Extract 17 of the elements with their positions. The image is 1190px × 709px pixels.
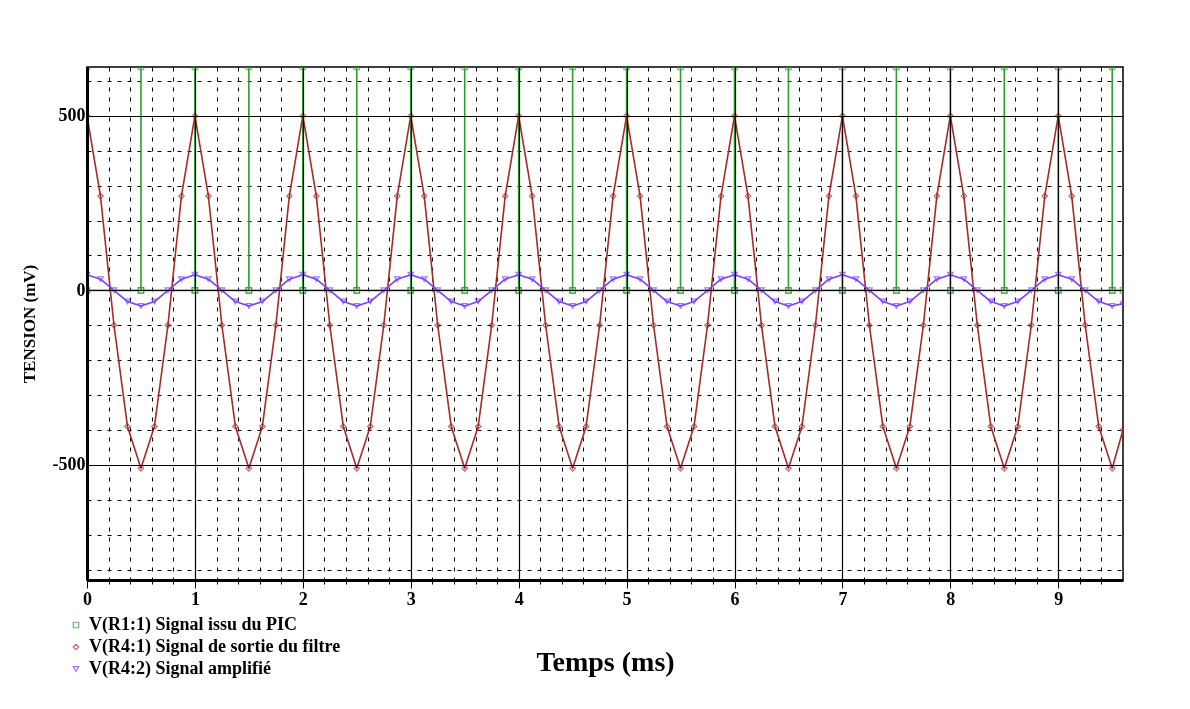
x-tick-label: 9 (1054, 588, 1064, 609)
y-tick-label: 0 (76, 279, 86, 300)
x-tick-label: 1 (190, 588, 200, 609)
x-tick-label: 8 (946, 588, 956, 609)
legend-label: V(R1:1) Signal issu du PIC (89, 614, 298, 635)
y-tick-label: 500 (58, 105, 86, 126)
legend-label: V(R4:1) Signal de sortie du filtre (89, 636, 341, 657)
x-tick-label: 2 (298, 588, 308, 609)
x-tick-label: 7 (838, 588, 848, 609)
y-tick-label: -500 (52, 454, 86, 475)
x-axis-title: Temps (ms) (536, 645, 675, 677)
x-tick-label: 4 (514, 588, 524, 609)
y-axis-title: TENSION (mV) (19, 264, 39, 384)
x-tick-label: 3 (406, 588, 416, 609)
legend-label: V(R4:2) Signal amplifié (89, 658, 272, 679)
x-tick-label: 6 (730, 588, 740, 609)
x-tick-label: 5 (622, 588, 632, 609)
